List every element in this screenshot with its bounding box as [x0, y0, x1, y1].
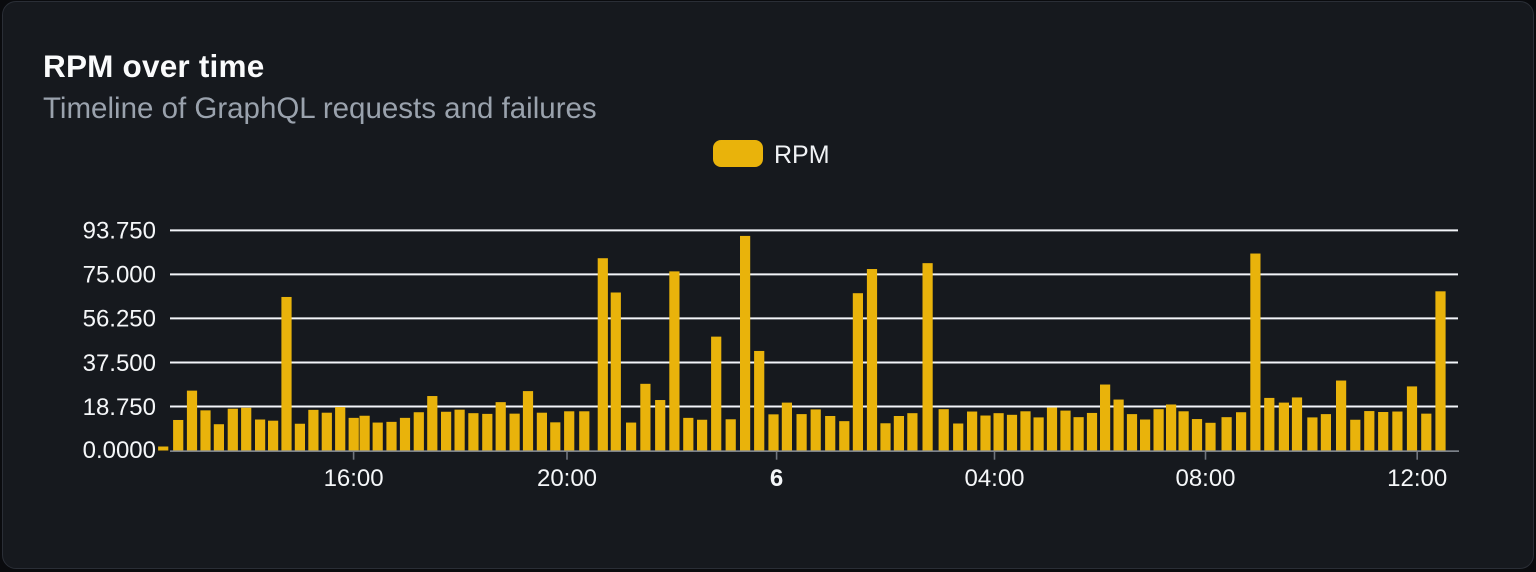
svg-text:20:00: 20:00 — [537, 465, 597, 492]
svg-text:08:00: 08:00 — [1175, 465, 1235, 492]
svg-text:75.000: 75.000 — [83, 262, 156, 289]
svg-text:0.0000: 0.0000 — [83, 437, 156, 464]
svg-text:12:00: 12:00 — [1387, 465, 1447, 492]
svg-text:04:00: 04:00 — [964, 465, 1024, 492]
svg-text:56.250: 56.250 — [83, 306, 156, 333]
svg-text:6: 6 — [770, 465, 783, 492]
svg-text:16:00: 16:00 — [324, 465, 384, 492]
svg-text:93.750: 93.750 — [83, 218, 156, 245]
svg-text:18.750: 18.750 — [83, 394, 156, 421]
svg-text:37.500: 37.500 — [83, 350, 156, 377]
